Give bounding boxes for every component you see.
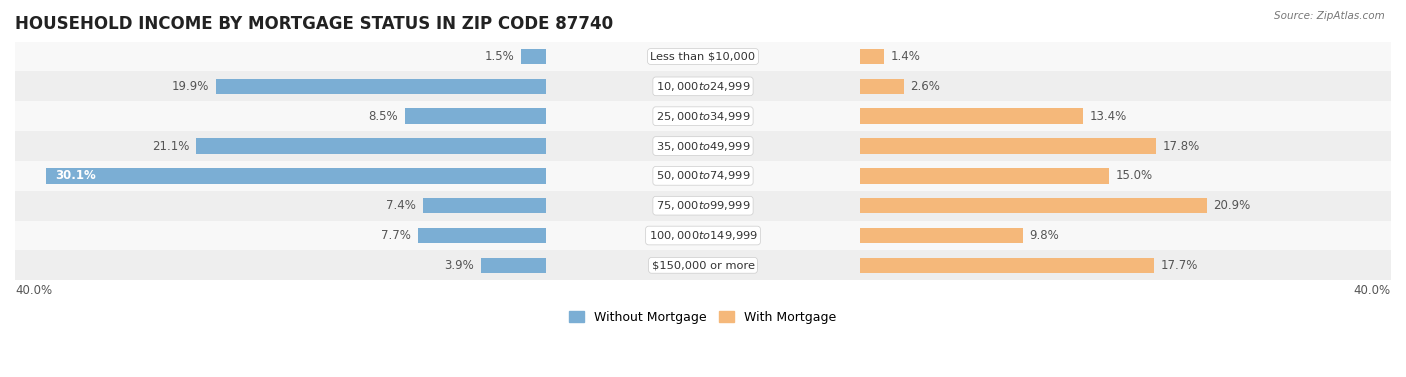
Bar — [405, 109, 546, 124]
Bar — [215, 78, 546, 94]
Text: 15.0%: 15.0% — [1116, 169, 1153, 182]
Bar — [860, 49, 884, 64]
Text: HOUSEHOLD INCOME BY MORTGAGE STATUS IN ZIP CODE 87740: HOUSEHOLD INCOME BY MORTGAGE STATUS IN Z… — [15, 15, 613, 33]
Bar — [7, 71, 1399, 101]
Text: $150,000 or more: $150,000 or more — [651, 261, 755, 270]
Bar — [7, 41, 1399, 71]
Bar — [7, 191, 1399, 221]
Bar — [418, 228, 546, 243]
Text: 2.6%: 2.6% — [910, 80, 941, 93]
Text: Less than $10,000: Less than $10,000 — [651, 52, 755, 61]
Text: 1.4%: 1.4% — [890, 50, 920, 63]
Text: $35,000 to $49,999: $35,000 to $49,999 — [655, 139, 751, 153]
Bar — [520, 49, 546, 64]
Text: 17.7%: 17.7% — [1160, 259, 1198, 272]
Bar — [46, 168, 546, 184]
Bar — [423, 198, 546, 213]
Bar — [7, 131, 1399, 161]
Bar — [195, 138, 546, 154]
Text: 7.7%: 7.7% — [381, 229, 411, 242]
Text: 13.4%: 13.4% — [1090, 110, 1126, 123]
Bar — [860, 168, 1109, 184]
Bar — [7, 221, 1399, 250]
Bar — [860, 78, 904, 94]
Text: $25,000 to $34,999: $25,000 to $34,999 — [655, 110, 751, 123]
Bar — [7, 161, 1399, 191]
Text: 40.0%: 40.0% — [15, 284, 52, 297]
Text: 30.1%: 30.1% — [55, 169, 96, 182]
Bar — [481, 257, 546, 273]
Text: 21.1%: 21.1% — [152, 139, 188, 153]
Text: $50,000 to $74,999: $50,000 to $74,999 — [655, 169, 751, 182]
Bar — [7, 250, 1399, 280]
Text: 40.0%: 40.0% — [1354, 284, 1391, 297]
Text: 19.9%: 19.9% — [172, 80, 209, 93]
Text: 7.4%: 7.4% — [387, 199, 416, 212]
Text: Source: ZipAtlas.com: Source: ZipAtlas.com — [1274, 11, 1385, 21]
Text: 20.9%: 20.9% — [1213, 199, 1251, 212]
Text: 17.8%: 17.8% — [1163, 139, 1199, 153]
Bar — [860, 109, 1083, 124]
Text: 1.5%: 1.5% — [484, 50, 515, 63]
Bar — [7, 101, 1399, 131]
Text: 9.8%: 9.8% — [1029, 229, 1059, 242]
Bar — [860, 257, 1154, 273]
Text: $75,000 to $99,999: $75,000 to $99,999 — [655, 199, 751, 212]
Text: $10,000 to $24,999: $10,000 to $24,999 — [655, 80, 751, 93]
Legend: Without Mortgage, With Mortgage: Without Mortgage, With Mortgage — [564, 306, 842, 329]
Bar — [860, 138, 1156, 154]
Bar — [860, 198, 1206, 213]
Text: $100,000 to $149,999: $100,000 to $149,999 — [648, 229, 758, 242]
Text: 3.9%: 3.9% — [444, 259, 474, 272]
Bar — [860, 228, 1024, 243]
Text: 8.5%: 8.5% — [368, 110, 398, 123]
